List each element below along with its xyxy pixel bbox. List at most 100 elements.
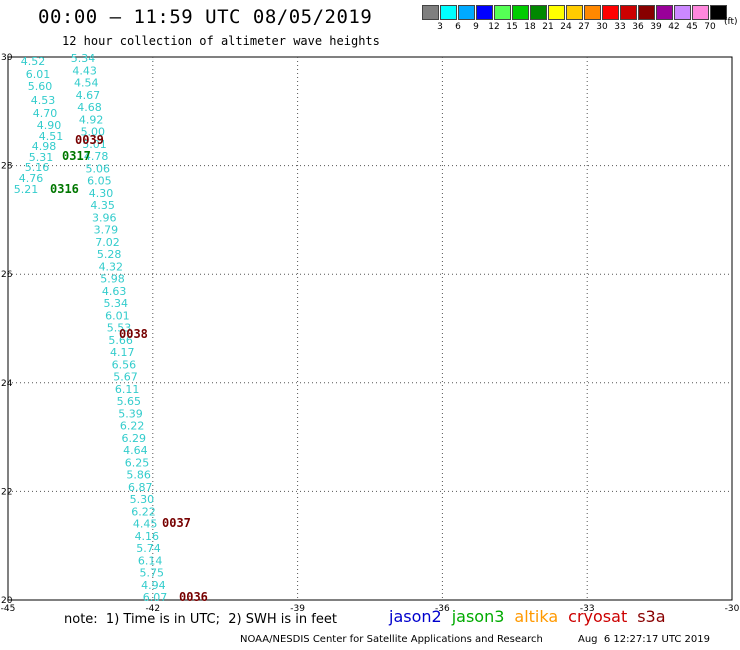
- swh-value: 5.86: [126, 469, 151, 482]
- swh-value: 5.34: [71, 52, 96, 65]
- legend-swatch: [458, 5, 475, 20]
- swh-value: 5.30: [130, 493, 155, 506]
- legend-swatch: [674, 5, 691, 20]
- swh-value: 4.78: [84, 150, 109, 163]
- satellite-name: jason2: [389, 607, 442, 626]
- swh-value: 6.01: [105, 309, 130, 322]
- swh-value: 5.01: [82, 138, 107, 151]
- swh-value: 5.28: [97, 248, 122, 261]
- swh-value: 3.96: [92, 211, 117, 224]
- satellite-legend: jason2 jason3 altika cryosat s3a: [389, 607, 676, 626]
- legend-label: 39: [650, 22, 662, 32]
- pass-time-label: 0039: [75, 133, 104, 147]
- swh-value: 7.02: [95, 236, 120, 249]
- lat-tick-label: 26: [1, 270, 13, 280]
- legend-swatch: [548, 5, 565, 20]
- map-grid: [8, 57, 732, 600]
- swh-value: 5.06: [85, 162, 110, 175]
- swh-value: 4.63: [102, 285, 127, 298]
- legend-label: 42: [668, 22, 680, 32]
- pass-time-label: 0316: [50, 182, 79, 196]
- satellite-name: jason3: [451, 607, 505, 626]
- swh-value: 5.60: [28, 80, 53, 93]
- swh-value: 5.66: [108, 334, 133, 347]
- pass-time-label: 0036: [179, 590, 208, 604]
- legend-label: 9: [473, 22, 479, 32]
- swh-value: 4.35: [90, 199, 115, 212]
- legend-label: 33: [614, 22, 626, 32]
- lat-tick-label: 30: [1, 53, 13, 63]
- map-title: 00:00 – 11:59 UTC 08/05/2019: [38, 6, 373, 28]
- map-frame: [7, 56, 733, 601]
- swh-value: 4.90: [37, 119, 62, 132]
- lon-tick-label: -30: [725, 604, 740, 614]
- lon-tick-label: -39: [290, 604, 305, 614]
- swh-value: 5.53: [107, 322, 132, 335]
- pass-labels: 0039 0317 0316 0038 0037 0036: [50, 133, 208, 604]
- lon-tick-label: -42: [145, 604, 160, 614]
- swh-value: 4.45: [133, 518, 158, 531]
- swh-value: 4.92: [79, 113, 104, 126]
- generated-timestamp: Aug 6 12:27:17 UTC 2019: [578, 634, 710, 645]
- swh-value: 5.65: [117, 395, 142, 408]
- legend-label: 36: [632, 22, 644, 32]
- legend-swatch: [692, 5, 709, 20]
- swh-value: 4.67: [76, 89, 101, 102]
- legend-label: 3: [437, 22, 443, 32]
- legend-swatch: [638, 5, 655, 20]
- legend-label: 24: [560, 22, 572, 32]
- legend-label: 21: [542, 22, 554, 32]
- swh-value: 4.53: [31, 94, 56, 107]
- map-ticks: -45 -42 -39 -36 -33 -30 30 28 26 24 22 20: [1, 53, 740, 614]
- lon-tick-label: -33: [580, 604, 595, 614]
- lon-tick-label: -45: [1, 604, 16, 614]
- swh-value: 5.39: [118, 407, 143, 420]
- legend-swatch: [530, 5, 547, 20]
- swh-value: 4.68: [77, 101, 102, 114]
- swh-value: 4.76: [19, 172, 44, 185]
- swh-value: 5.67: [113, 371, 138, 384]
- legend-swatch: [422, 5, 439, 20]
- swh-value: 4.32: [99, 260, 124, 273]
- swh-value: 4.94: [141, 579, 166, 592]
- swh-value: 5.21: [14, 183, 39, 196]
- satellite-name: cryosat: [568, 607, 628, 626]
- swh-value: 4.43: [72, 64, 97, 77]
- legend-swatch: [584, 5, 601, 20]
- swh-value: 6.11: [115, 383, 140, 396]
- legend-swatch: [656, 5, 673, 20]
- lon-tick-label: -36: [435, 604, 450, 614]
- legend-swatch: [566, 5, 583, 20]
- swh-value: 6.87: [128, 481, 153, 494]
- swh-value: 6.56: [112, 358, 137, 371]
- swh-value: 5.31: [29, 151, 54, 164]
- wave-observations: 4.526.015.604.534.704.904.514.985.315.16…: [14, 52, 168, 604]
- swh-value: 4.70: [33, 107, 58, 120]
- satellite-name: altika: [514, 607, 559, 626]
- legend-label: 30: [596, 22, 608, 32]
- swh-value: 5.16: [25, 161, 50, 174]
- legend-swatch: [512, 5, 529, 20]
- pass-time-label: 0037: [162, 516, 191, 530]
- legend-label: 70: [704, 22, 716, 32]
- legend-swatch: [620, 5, 637, 20]
- legend-swatch: [602, 5, 619, 20]
- swh-value: 4.64: [123, 444, 148, 457]
- swh-value: 6.05: [87, 175, 112, 188]
- swh-value: 6.22: [120, 420, 145, 433]
- legend-swatch: [440, 5, 457, 20]
- swh-value: 5.75: [139, 567, 164, 580]
- swh-value: 4.52: [21, 55, 46, 68]
- swh-value: 4.17: [110, 346, 135, 359]
- lat-tick-label: 28: [1, 162, 13, 172]
- pass-time-label: 0317: [62, 149, 91, 163]
- swh-value: 6.07: [143, 591, 168, 604]
- lat-tick-label: 20: [1, 596, 13, 606]
- swh-value: 4.30: [89, 187, 114, 200]
- legend-label: 45: [686, 22, 698, 32]
- swh-value: 5.00: [81, 126, 106, 139]
- legend-swatch: [710, 5, 727, 20]
- units-note: note: 1) Time is in UTC; 2) SWH is in fe…: [64, 612, 337, 627]
- legend-label: 12: [488, 22, 500, 32]
- swh-value: 4.51: [39, 130, 64, 143]
